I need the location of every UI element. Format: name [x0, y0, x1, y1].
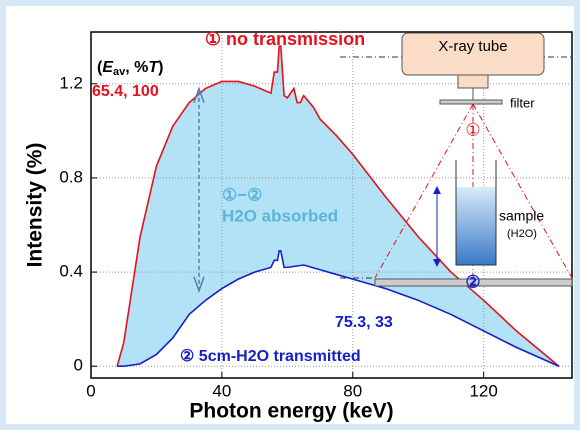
x-tick-label: 120 — [469, 381, 497, 400]
blue-series-label: ② 5cm-H2O transmitted — [180, 348, 361, 365]
point-legend-part: ) — [158, 59, 163, 76]
sample-sub-label: (H2O) — [507, 228, 537, 240]
point-legend-part: av — [113, 66, 126, 78]
absorbed-label: H2O absorbed — [222, 206, 338, 225]
diff-label: ①−② — [222, 185, 262, 204]
sample-water — [456, 187, 496, 265]
x-tick-label: 40 — [212, 381, 231, 400]
chart-title: ① no transmission — [205, 29, 365, 49]
arrow-head — [193, 86, 205, 103]
sample-beaker — [455, 160, 497, 266]
series-line — [116, 45, 560, 367]
tube-label: X-ray tube — [438, 38, 507, 55]
y-tick-label: 0.4 — [59, 262, 83, 281]
point-legend-part: T — [148, 59, 159, 76]
tube-window — [457, 74, 489, 89]
filter-label: filter — [510, 95, 535, 110]
series-line — [117, 250, 560, 368]
sample-label: sample — [499, 208, 544, 224]
detector-mark: ② — [465, 272, 480, 291]
plot-border — [90, 31, 573, 379]
x-axis-label: Photon energy (keV) — [189, 400, 393, 423]
x-tick-label: 0 — [86, 381, 95, 400]
x-tick-label: 80 — [343, 381, 362, 400]
filter-plate — [439, 99, 503, 105]
point-legend-part: , % — [125, 59, 148, 76]
setup-diagram: X-ray tube filter ① sample (H2O) ② — [340, 32, 573, 291]
y-tick-label: 1.2 — [59, 73, 83, 92]
y-tick-label: 0 — [74, 356, 83, 375]
detector-plate — [374, 278, 573, 287]
beam-edge — [472, 103, 573, 279]
beam-mark: ① — [465, 120, 480, 139]
point-legend-part: E — [102, 59, 114, 76]
point-legend-part: ( — [97, 59, 103, 76]
point-legend: (Eav, %T) — [97, 59, 163, 78]
red-point-label: 65.4, 100 — [92, 83, 159, 100]
y-tick-label: 0.8 — [59, 167, 83, 186]
y-axis-label: Intensity (%) — [24, 143, 47, 268]
blue-point-label: 75.3, 33 — [335, 314, 393, 331]
arrow-head — [193, 276, 205, 294]
